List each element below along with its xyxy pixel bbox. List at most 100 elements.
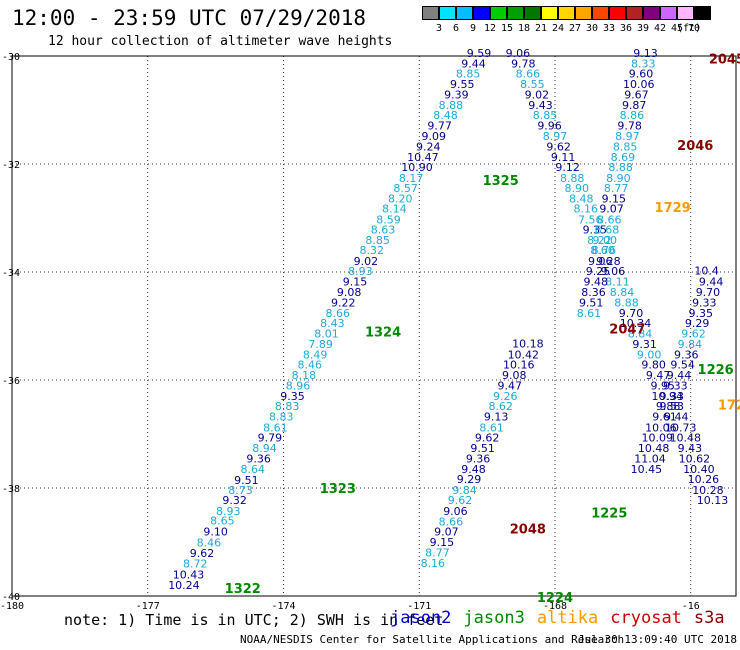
- data-point-label: 8.63: [371, 224, 396, 237]
- data-point-label: 8.85: [613, 141, 638, 154]
- data-point-label: 9.06: [506, 47, 531, 60]
- data-point-label: 10.26: [688, 473, 720, 486]
- colorbar-label: 12: [483, 23, 497, 34]
- data-point-label: 11.04: [634, 453, 666, 466]
- data-point-label: 9.80: [641, 359, 666, 372]
- colorbar-label: 70: [687, 23, 701, 34]
- data-point-label: 9.62: [681, 327, 706, 340]
- data-point-label: 10.09: [642, 432, 674, 445]
- data-point-label: 10.48: [638, 442, 670, 455]
- data-point-label: 8.59: [376, 213, 401, 226]
- data-point-label: 9.43: [528, 99, 553, 112]
- data-point-label: 9.59: [467, 47, 492, 60]
- pass-time-label: 1325: [483, 174, 519, 189]
- data-point-label: 8.90: [606, 172, 631, 185]
- pass-time-label: 2045: [709, 53, 740, 68]
- data-point-label: 9.67: [624, 89, 649, 102]
- data-point-label: 9.62: [448, 494, 473, 507]
- colorbar-cell: [507, 6, 524, 20]
- data-point-label: 7.89: [308, 338, 333, 351]
- data-point-label: 9.70: [696, 286, 721, 299]
- data-point-label: 8.85: [533, 109, 558, 122]
- colorbar-cell: [456, 6, 473, 20]
- data-point-label: 8.66: [326, 307, 351, 320]
- colorbar-label: 6: [452, 23, 460, 34]
- data-point-label: 9.22: [331, 297, 356, 310]
- data-point-label: 7.56: [578, 213, 603, 226]
- data-point-label: 9.55: [450, 78, 475, 91]
- data-point-label: 9.35: [688, 307, 713, 320]
- data-point-label: 9.35: [280, 390, 305, 403]
- data-point-label: 9.35: [583, 224, 608, 237]
- data-point-label: 9.00: [637, 348, 662, 361]
- data-point-label: 9.88: [656, 400, 681, 413]
- data-point-label: 8.69: [611, 151, 636, 164]
- data-point-label: 9.53: [659, 400, 684, 413]
- data-point-label: 9.47: [646, 369, 671, 382]
- data-point-label: 10.06: [645, 421, 677, 434]
- colorbar-cell: [490, 6, 507, 20]
- data-point-label: 9.07: [434, 526, 459, 539]
- data-point-label: 10.48: [670, 432, 702, 445]
- x-tick-label: -174: [271, 601, 295, 612]
- data-point-label: 10.47: [407, 151, 439, 164]
- pass-time-label: 1224: [537, 591, 573, 606]
- data-point-label: 8.83: [269, 411, 294, 424]
- data-point-label: 8.46: [197, 536, 222, 549]
- footer-note: note: 1) Time is in UTC; 2) SWH is in fe…: [64, 611, 444, 629]
- data-point-label: 9.36: [246, 453, 271, 466]
- data-point-label: 8.88: [560, 172, 585, 185]
- data-point-label: 10.40: [683, 463, 715, 476]
- data-point-label: 9.12: [555, 161, 580, 174]
- data-point-label: 9.44: [699, 276, 724, 289]
- colorbar-label: 18: [517, 23, 531, 34]
- data-point-label: 9.51: [470, 442, 495, 455]
- data-point-label: 9.44: [667, 369, 692, 382]
- data-point-label: 9.43: [678, 442, 703, 455]
- data-point-label: 9.48: [583, 276, 608, 289]
- data-point-label: 8.90: [564, 182, 589, 195]
- colorbar-label: 27: [568, 23, 582, 34]
- y-tick-label: -40: [2, 592, 20, 603]
- data-point-label: 10.28: [692, 484, 724, 497]
- colorbar-label: 24: [551, 23, 565, 34]
- data-point-label: 9.36: [674, 348, 699, 361]
- pass-time-label: 1226: [698, 363, 734, 378]
- colorbar-cell: [575, 6, 592, 20]
- data-point-label: 8.16: [421, 557, 446, 570]
- data-point-label: 9.15: [430, 536, 455, 549]
- data-point-label: 8.96: [286, 380, 311, 393]
- data-point-label: 9.62: [546, 141, 571, 154]
- data-point-label: 9.10: [203, 526, 228, 539]
- data-point-label: 8.01: [314, 327, 339, 340]
- data-point-label: 9.77: [427, 119, 452, 132]
- data-point-label: 9.78: [617, 119, 642, 132]
- data-point-label: 9.29: [457, 473, 482, 486]
- data-point-label: 8.18: [292, 369, 317, 382]
- data-point-label: 10.45: [631, 463, 663, 476]
- data-point-label: 9.54: [670, 359, 695, 372]
- x-tick-label: -168: [543, 601, 567, 612]
- data-point-label: 8.66: [439, 515, 464, 528]
- colorbar-cell: [643, 6, 660, 20]
- data-point-label: 9.47: [498, 380, 523, 393]
- satellite-jason3: jason3: [463, 608, 525, 628]
- data-point-label: 8.97: [543, 130, 568, 143]
- colorbar-cell: [473, 6, 490, 20]
- data-point-label: 8.55: [520, 78, 545, 91]
- x-tick-label: -180: [0, 601, 24, 612]
- data-point-label: 9.08: [502, 369, 527, 382]
- data-point-label: 9.00: [593, 234, 618, 247]
- data-point-label: 9.87: [622, 99, 647, 112]
- data-point-label: 8.17: [399, 172, 424, 185]
- data-point-label: 10.24: [168, 579, 200, 592]
- colorbar-cell: [592, 6, 609, 20]
- data-point-label: 9.06: [443, 505, 468, 518]
- x-tick-label: -171: [407, 601, 431, 612]
- data-point-label: 8.46: [297, 359, 322, 372]
- data-point-label: 10.73: [665, 421, 697, 434]
- data-point-label: 8.36: [581, 286, 606, 299]
- data-point-label: 9.79: [258, 432, 283, 445]
- data-point-label: 8.49: [303, 348, 328, 361]
- colorbar-label: 33: [602, 23, 616, 34]
